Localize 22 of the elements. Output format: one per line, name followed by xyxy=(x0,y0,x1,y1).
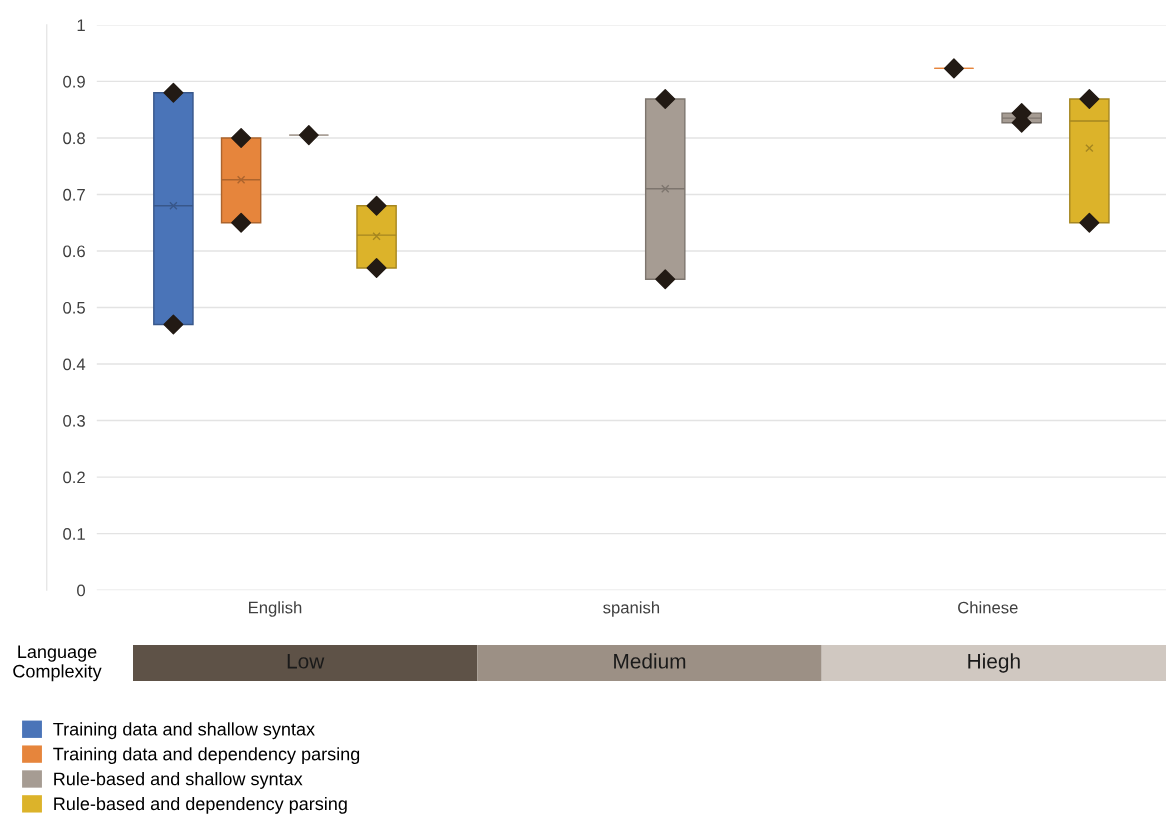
legend-label: Rule-based and shallow syntax xyxy=(54,772,303,789)
text: Medium xyxy=(614,653,686,669)
text: Language Complexity xyxy=(13,645,102,682)
legend-label: Training data and dependency parsing xyxy=(53,747,360,765)
y-tick-label: 0.2 xyxy=(63,471,85,484)
x-tick-label: spanish xyxy=(603,601,660,617)
y-tick-label: 0.3 xyxy=(63,414,85,427)
x-tick-label: English xyxy=(249,601,302,617)
y-tick-label: 0.4 xyxy=(63,358,86,371)
text: Hiegh xyxy=(968,653,1020,673)
y-tick-label: 0.9 xyxy=(63,75,85,88)
y-tick-label: 0.7 xyxy=(63,188,85,201)
legend-label: Training data and shallow syntax xyxy=(53,722,315,740)
y-tick-label: 0 xyxy=(77,584,86,597)
legend-label: Rule-based and dependency parsing xyxy=(54,796,347,814)
y-tick-label: 0.1 xyxy=(63,528,85,540)
y-tick-label: 0.8 xyxy=(63,132,85,145)
y-tick-label: 0.6 xyxy=(63,245,85,258)
text: Low xyxy=(287,654,325,669)
y-tick-label: 0.5 xyxy=(63,301,85,314)
x-tick-label: Chinese xyxy=(958,601,1018,614)
y-tick-label: 1 xyxy=(77,19,85,31)
